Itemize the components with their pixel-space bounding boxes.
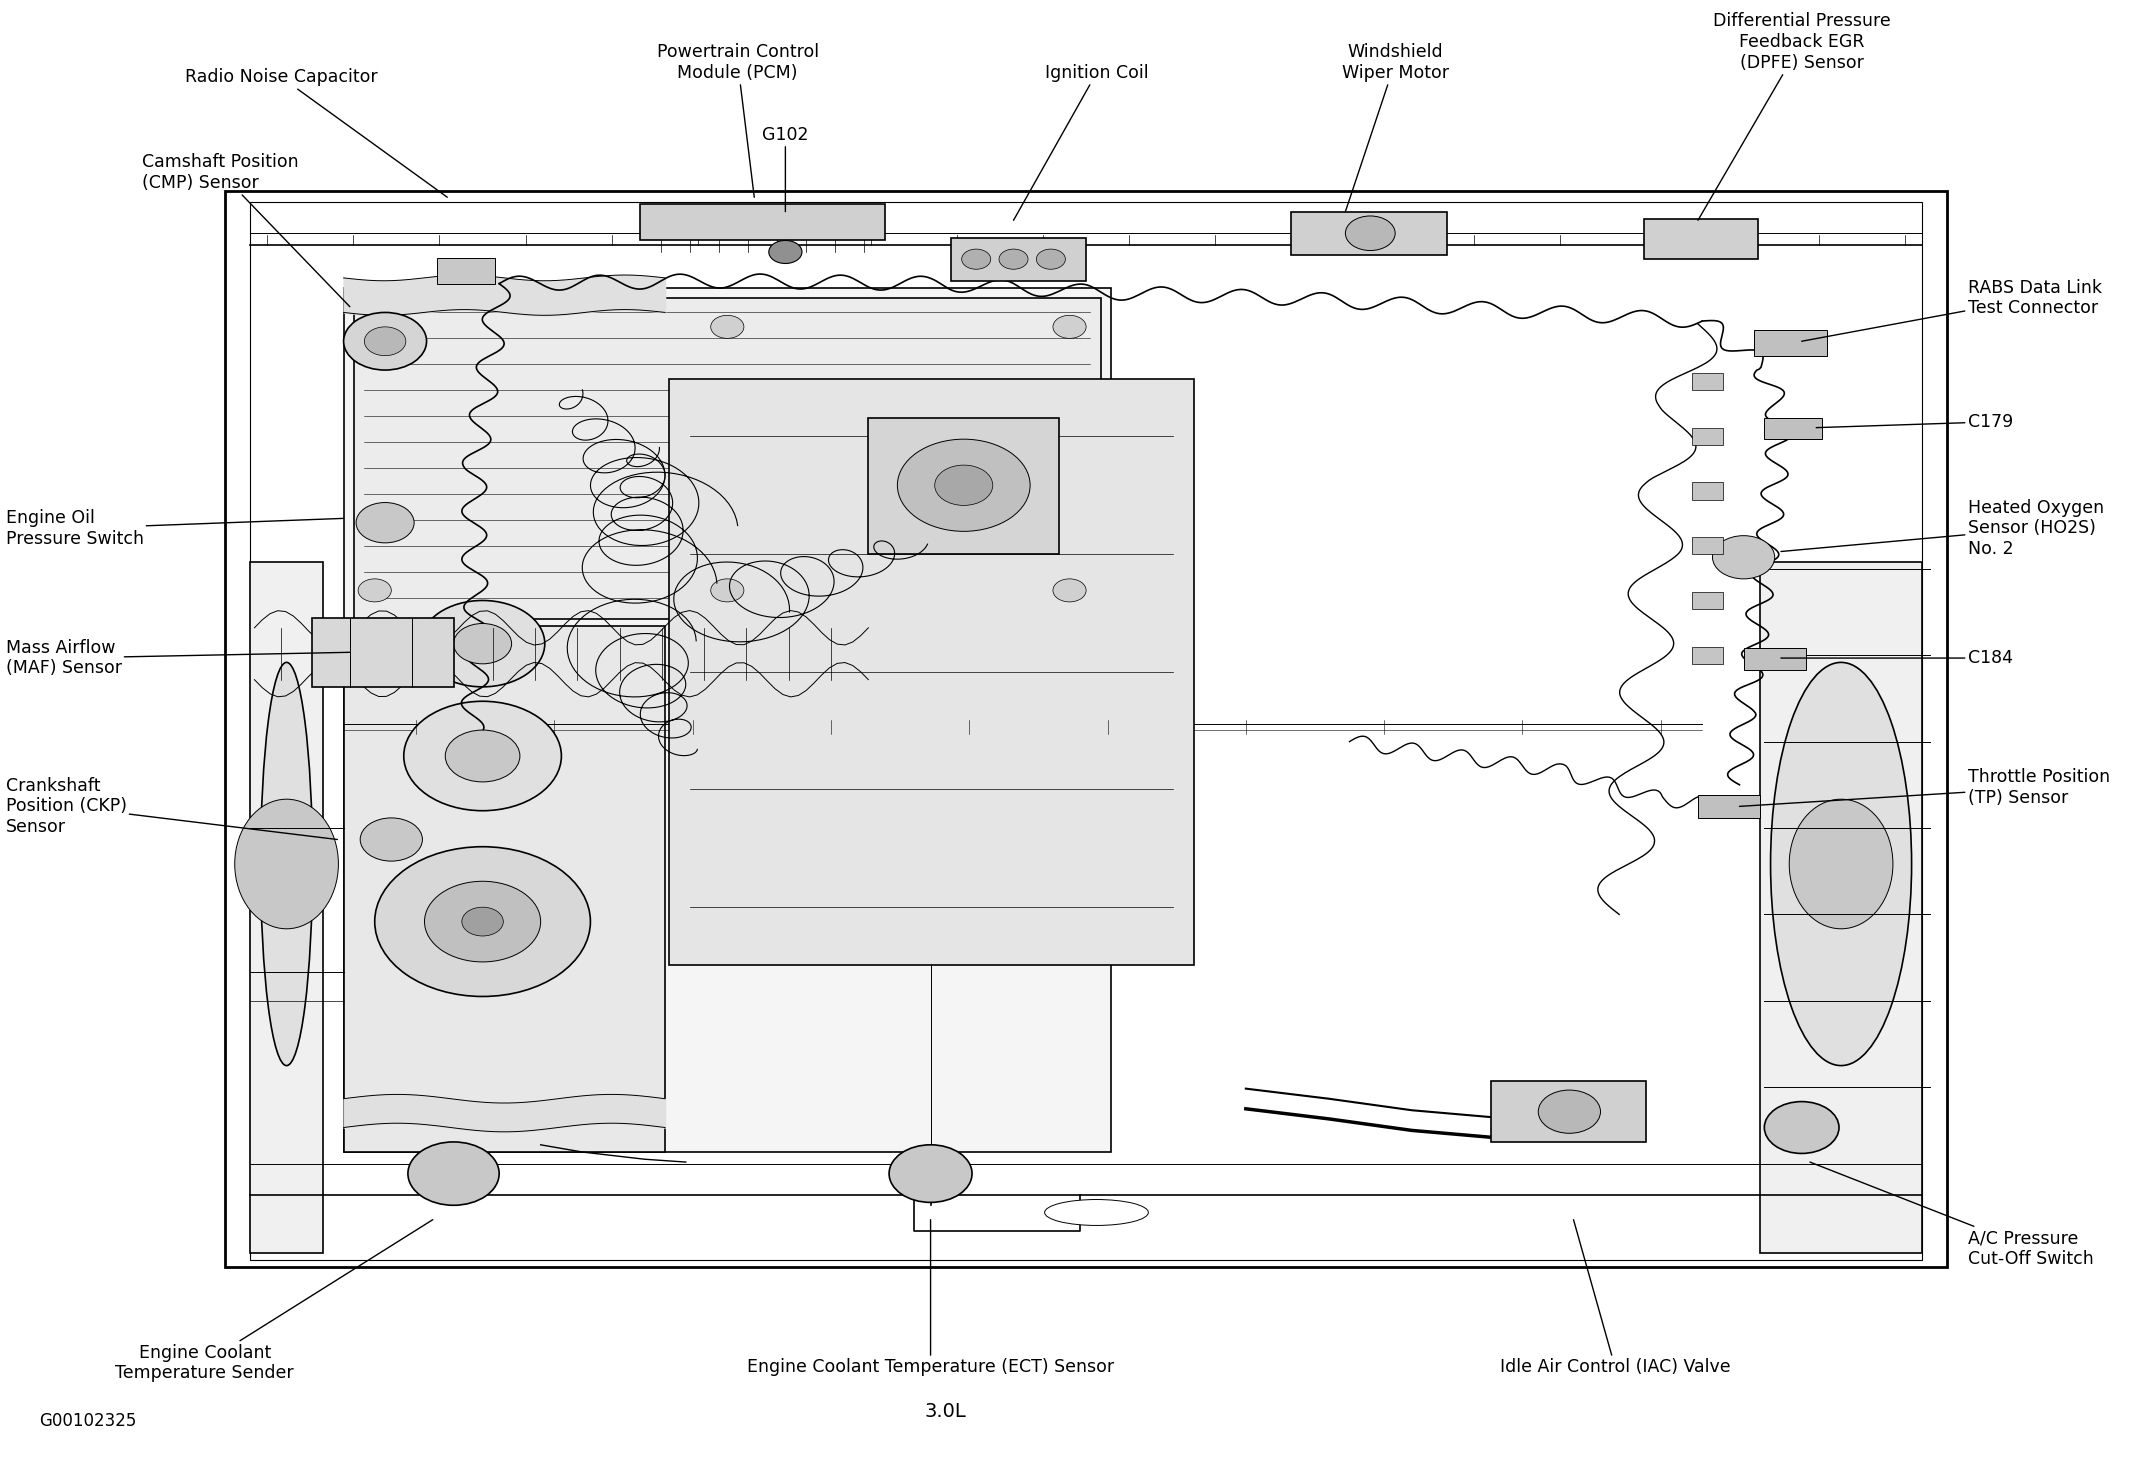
Text: Throttle Position
(TP) Sensor: Throttle Position (TP) Sensor [1738, 768, 2110, 808]
Bar [1698, 794, 1760, 818]
Bar [314, 617, 454, 686]
Circle shape [463, 907, 503, 936]
Circle shape [403, 701, 561, 811]
Ellipse shape [1770, 663, 1911, 1065]
Text: Idle Air Control (IAC) Valve: Idle Air Control (IAC) Valve [1499, 1220, 1730, 1375]
Circle shape [358, 316, 390, 338]
Circle shape [898, 439, 1030, 531]
Text: Camshaft Position
(CMP) Sensor: Camshaft Position (CMP) Sensor [143, 154, 350, 307]
Bar [1290, 212, 1446, 255]
Ellipse shape [1790, 799, 1892, 929]
Text: Differential Pressure
Feedback EGR
(DPFE) Sensor: Differential Pressure Feedback EGR (DPFE… [1698, 12, 1890, 221]
Text: C184: C184 [1781, 650, 2014, 667]
Bar [343, 626, 665, 1151]
Bar [250, 202, 1922, 1260]
Text: Powertrain Control
Module (PCM): Powertrain Control Module (PCM) [657, 44, 819, 198]
Text: Crankshaft
Position (CKP)
Sensor: Crankshaft Position (CKP) Sensor [6, 777, 337, 840]
Bar [951, 237, 1086, 281]
Text: G102: G102 [761, 126, 808, 212]
Bar [1760, 562, 1922, 1252]
Circle shape [1713, 535, 1775, 579]
Circle shape [343, 313, 427, 370]
Bar [354, 298, 1101, 619]
Text: Mass Airflow
(MAF) Sensor: Mass Airflow (MAF) Sensor [6, 639, 350, 677]
Circle shape [889, 1146, 973, 1203]
Bar [226, 192, 1947, 1267]
Circle shape [710, 316, 744, 338]
Text: 3.0L: 3.0L [924, 1403, 966, 1421]
Circle shape [375, 847, 591, 996]
Ellipse shape [235, 799, 339, 929]
Bar [1691, 647, 1723, 664]
Bar [1691, 593, 1723, 609]
Text: C179: C179 [1815, 413, 2014, 432]
Circle shape [934, 465, 992, 505]
Bar [1691, 537, 1723, 554]
Text: Ignition Coil: Ignition Coil [1013, 64, 1148, 221]
Bar [250, 562, 322, 1252]
Circle shape [358, 579, 390, 601]
Circle shape [407, 1143, 499, 1206]
Text: RABS Data Link
Test Connector: RABS Data Link Test Connector [1802, 278, 2101, 341]
Circle shape [1538, 1090, 1600, 1134]
Circle shape [1346, 217, 1395, 250]
Circle shape [768, 240, 802, 263]
Bar [1743, 648, 1807, 670]
Bar [1491, 1081, 1647, 1143]
Bar [1691, 373, 1723, 391]
Text: Engine Coolant
Temperature Sender: Engine Coolant Temperature Sender [115, 1220, 433, 1383]
Circle shape [998, 249, 1028, 269]
Circle shape [365, 326, 405, 356]
Circle shape [962, 249, 990, 269]
Text: Radio Noise Capacitor: Radio Noise Capacitor [186, 69, 448, 198]
Text: Engine Oil
Pressure Switch: Engine Oil Pressure Switch [6, 509, 343, 547]
Ellipse shape [1045, 1200, 1148, 1226]
Circle shape [710, 579, 744, 601]
Bar [640, 205, 885, 240]
Bar [343, 288, 1111, 1151]
Text: Windshield
Wiper Motor: Windshield Wiper Motor [1342, 44, 1448, 212]
Text: A/C Pressure
Cut-Off Switch: A/C Pressure Cut-Off Switch [1811, 1162, 2092, 1268]
Bar [1753, 329, 1826, 356]
Circle shape [424, 881, 540, 961]
Circle shape [1054, 579, 1086, 601]
Text: Heated Oxygen
Sensor (HO2S)
No. 2: Heated Oxygen Sensor (HO2S) No. 2 [1781, 499, 2103, 559]
Circle shape [1054, 316, 1086, 338]
Bar [1691, 427, 1723, 445]
Bar [670, 379, 1194, 964]
Circle shape [1764, 1102, 1839, 1153]
Circle shape [356, 502, 414, 543]
Bar [868, 417, 1060, 554]
Circle shape [360, 818, 422, 862]
Text: G00102325: G00102325 [38, 1412, 137, 1429]
Circle shape [446, 730, 520, 781]
Circle shape [1037, 249, 1064, 269]
Circle shape [454, 623, 512, 664]
Bar [1764, 417, 1822, 439]
Bar [437, 257, 495, 284]
Ellipse shape [260, 663, 314, 1065]
Circle shape [420, 600, 544, 686]
Bar [1645, 219, 1758, 259]
Text: Engine Coolant Temperature (ECT) Sensor: Engine Coolant Temperature (ECT) Sensor [747, 1220, 1113, 1375]
Bar [1691, 483, 1723, 500]
